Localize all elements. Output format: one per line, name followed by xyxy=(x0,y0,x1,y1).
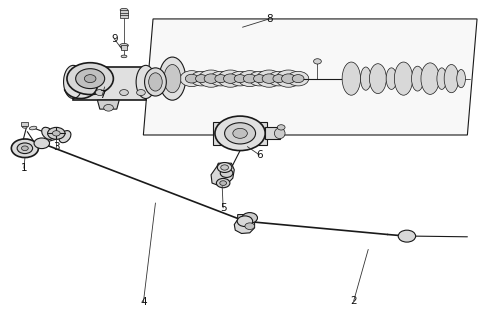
Circle shape xyxy=(190,71,212,86)
Circle shape xyxy=(185,74,197,83)
Circle shape xyxy=(234,75,245,83)
Polygon shape xyxy=(97,100,119,109)
Circle shape xyxy=(272,75,284,83)
Circle shape xyxy=(253,75,265,83)
Circle shape xyxy=(397,230,415,242)
Ellipse shape xyxy=(136,65,155,99)
Ellipse shape xyxy=(360,67,370,90)
Circle shape xyxy=(244,223,254,229)
Circle shape xyxy=(180,71,203,87)
Ellipse shape xyxy=(63,65,83,99)
Ellipse shape xyxy=(59,131,71,143)
Bar xyxy=(120,10,128,18)
Circle shape xyxy=(220,169,232,177)
Text: 9: 9 xyxy=(111,34,118,44)
Circle shape xyxy=(268,71,289,86)
Ellipse shape xyxy=(30,126,37,130)
Bar xyxy=(21,122,28,126)
Text: 1: 1 xyxy=(20,163,27,173)
Text: 4: 4 xyxy=(140,297,146,307)
Circle shape xyxy=(232,128,247,138)
Ellipse shape xyxy=(456,70,465,88)
Ellipse shape xyxy=(420,63,439,94)
Text: 7: 7 xyxy=(99,90,106,100)
Circle shape xyxy=(217,163,231,172)
Circle shape xyxy=(210,71,231,86)
Circle shape xyxy=(277,125,285,130)
Bar xyxy=(265,127,279,139)
Ellipse shape xyxy=(274,128,285,139)
Circle shape xyxy=(67,63,113,95)
Text: 6: 6 xyxy=(256,150,262,160)
Circle shape xyxy=(120,90,128,96)
Bar xyxy=(73,67,146,100)
Ellipse shape xyxy=(42,127,53,140)
Circle shape xyxy=(262,74,275,83)
Ellipse shape xyxy=(436,68,446,89)
Ellipse shape xyxy=(369,64,386,94)
Circle shape xyxy=(21,146,28,151)
Circle shape xyxy=(204,74,217,83)
Circle shape xyxy=(52,131,60,136)
Ellipse shape xyxy=(149,73,162,91)
Circle shape xyxy=(220,165,228,170)
Circle shape xyxy=(219,181,226,185)
Circle shape xyxy=(223,74,237,83)
Circle shape xyxy=(243,74,256,83)
Ellipse shape xyxy=(22,126,27,128)
Circle shape xyxy=(76,69,105,89)
Circle shape xyxy=(17,143,32,154)
Text: 5: 5 xyxy=(219,203,226,213)
Circle shape xyxy=(104,105,113,111)
Circle shape xyxy=(256,70,281,87)
Polygon shape xyxy=(211,163,234,185)
Ellipse shape xyxy=(120,8,128,12)
Circle shape xyxy=(95,90,104,96)
Circle shape xyxy=(281,74,295,83)
Text: 8: 8 xyxy=(265,14,272,24)
Ellipse shape xyxy=(385,68,396,89)
Ellipse shape xyxy=(164,65,181,93)
Circle shape xyxy=(214,116,265,151)
Ellipse shape xyxy=(159,57,185,100)
Ellipse shape xyxy=(121,55,127,58)
Circle shape xyxy=(11,139,38,158)
Circle shape xyxy=(214,75,226,83)
Ellipse shape xyxy=(144,68,166,96)
Ellipse shape xyxy=(410,66,423,91)
Circle shape xyxy=(287,71,308,86)
Bar xyxy=(213,122,266,145)
Circle shape xyxy=(275,70,301,87)
Circle shape xyxy=(136,90,145,96)
Circle shape xyxy=(216,178,229,188)
Text: 2: 2 xyxy=(350,296,356,306)
Ellipse shape xyxy=(120,44,128,47)
Circle shape xyxy=(248,71,270,86)
Circle shape xyxy=(242,212,257,223)
Circle shape xyxy=(34,138,49,149)
Ellipse shape xyxy=(341,62,360,95)
Ellipse shape xyxy=(393,62,412,95)
Circle shape xyxy=(217,70,242,87)
Bar xyxy=(121,46,127,50)
Circle shape xyxy=(237,216,252,226)
Ellipse shape xyxy=(443,65,458,93)
Circle shape xyxy=(292,75,303,83)
Circle shape xyxy=(84,75,96,83)
Circle shape xyxy=(229,71,250,86)
Circle shape xyxy=(195,75,207,83)
Circle shape xyxy=(198,70,223,87)
Circle shape xyxy=(238,71,261,87)
Circle shape xyxy=(47,127,65,139)
Text: 3: 3 xyxy=(53,142,60,152)
Polygon shape xyxy=(234,214,254,233)
Polygon shape xyxy=(143,19,476,135)
Circle shape xyxy=(313,59,321,64)
Circle shape xyxy=(224,123,255,144)
